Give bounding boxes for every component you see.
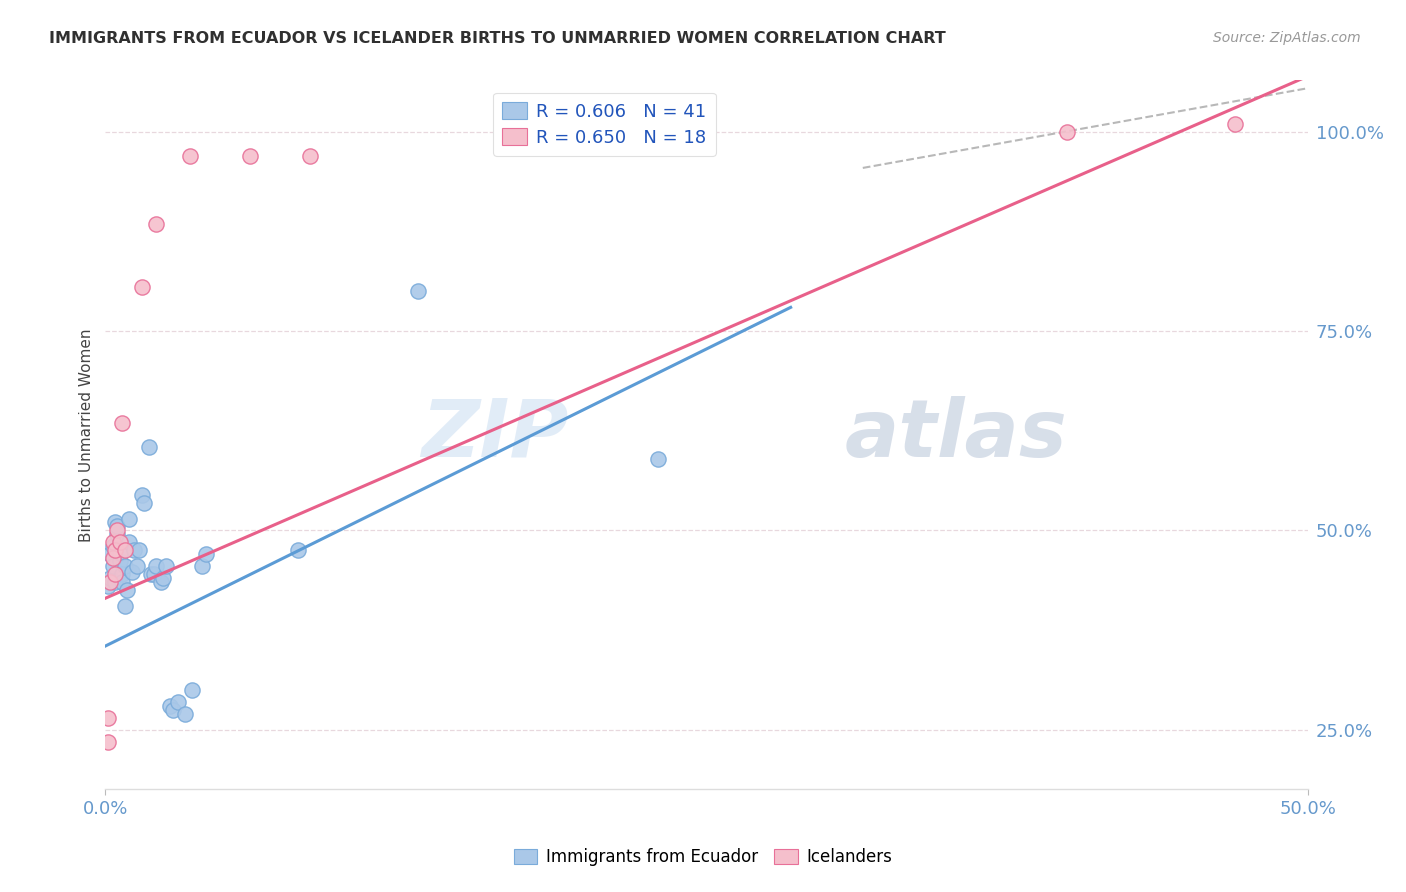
Text: IMMIGRANTS FROM ECUADOR VS ICELANDER BIRTHS TO UNMARRIED WOMEN CORRELATION CHART: IMMIGRANTS FROM ECUADOR VS ICELANDER BIR… — [49, 31, 946, 46]
Point — [114, 599, 136, 614]
Point — [104, 567, 127, 582]
Point — [138, 440, 160, 454]
Point — [118, 535, 141, 549]
Point — [107, 527, 129, 541]
Point — [118, 511, 141, 525]
Point — [107, 519, 129, 533]
Point — [139, 567, 162, 582]
Text: ZIP: ZIP — [420, 396, 568, 474]
Point — [179, 149, 201, 163]
Point — [181, 682, 204, 697]
Point — [647, 451, 669, 466]
Point — [104, 516, 127, 530]
Point — [142, 567, 165, 582]
Text: Source: ZipAtlas.com: Source: ZipAtlas.com — [1213, 31, 1361, 45]
Point — [114, 559, 136, 574]
Point — [145, 559, 167, 574]
Point — [149, 575, 172, 590]
Point — [101, 535, 124, 549]
Point — [1225, 117, 1247, 131]
Point — [287, 543, 309, 558]
Point — [97, 711, 120, 725]
Point — [97, 734, 120, 748]
Legend: Immigrants from Ecuador, Icelanders: Immigrants from Ecuador, Icelanders — [508, 842, 898, 873]
Point — [239, 149, 262, 163]
Point — [152, 571, 174, 585]
Point — [98, 575, 121, 590]
Point — [173, 706, 195, 721]
Point — [145, 217, 167, 231]
Point — [108, 546, 131, 560]
Point — [98, 571, 121, 585]
Point — [298, 149, 321, 163]
Point — [108, 535, 131, 549]
Point — [101, 559, 124, 574]
Point — [104, 575, 127, 590]
Point — [111, 575, 134, 590]
Point — [406, 285, 429, 299]
Legend: R = 0.606   N = 41, R = 0.650   N = 18: R = 0.606 N = 41, R = 0.650 N = 18 — [494, 93, 716, 156]
Point — [111, 567, 134, 582]
Point — [128, 543, 150, 558]
Point — [155, 559, 177, 574]
Point — [131, 487, 153, 501]
Point — [166, 695, 188, 709]
Point — [121, 565, 143, 579]
Point — [124, 543, 146, 558]
Point — [104, 543, 127, 558]
Point — [115, 583, 138, 598]
Point — [1056, 125, 1078, 139]
Point — [101, 540, 124, 554]
Y-axis label: Births to Unmarried Women: Births to Unmarried Women — [79, 328, 94, 541]
Point — [162, 703, 184, 717]
Point — [98, 547, 121, 561]
Point — [159, 698, 181, 713]
Text: atlas: atlas — [845, 396, 1067, 474]
Point — [132, 495, 155, 509]
Point — [190, 559, 212, 574]
Point — [111, 416, 134, 430]
Point — [195, 547, 218, 561]
Point — [131, 280, 153, 294]
Point — [107, 524, 129, 538]
Point — [97, 579, 120, 593]
Point — [101, 551, 124, 566]
Point — [125, 559, 148, 574]
Point — [108, 554, 131, 568]
Point — [114, 543, 136, 558]
